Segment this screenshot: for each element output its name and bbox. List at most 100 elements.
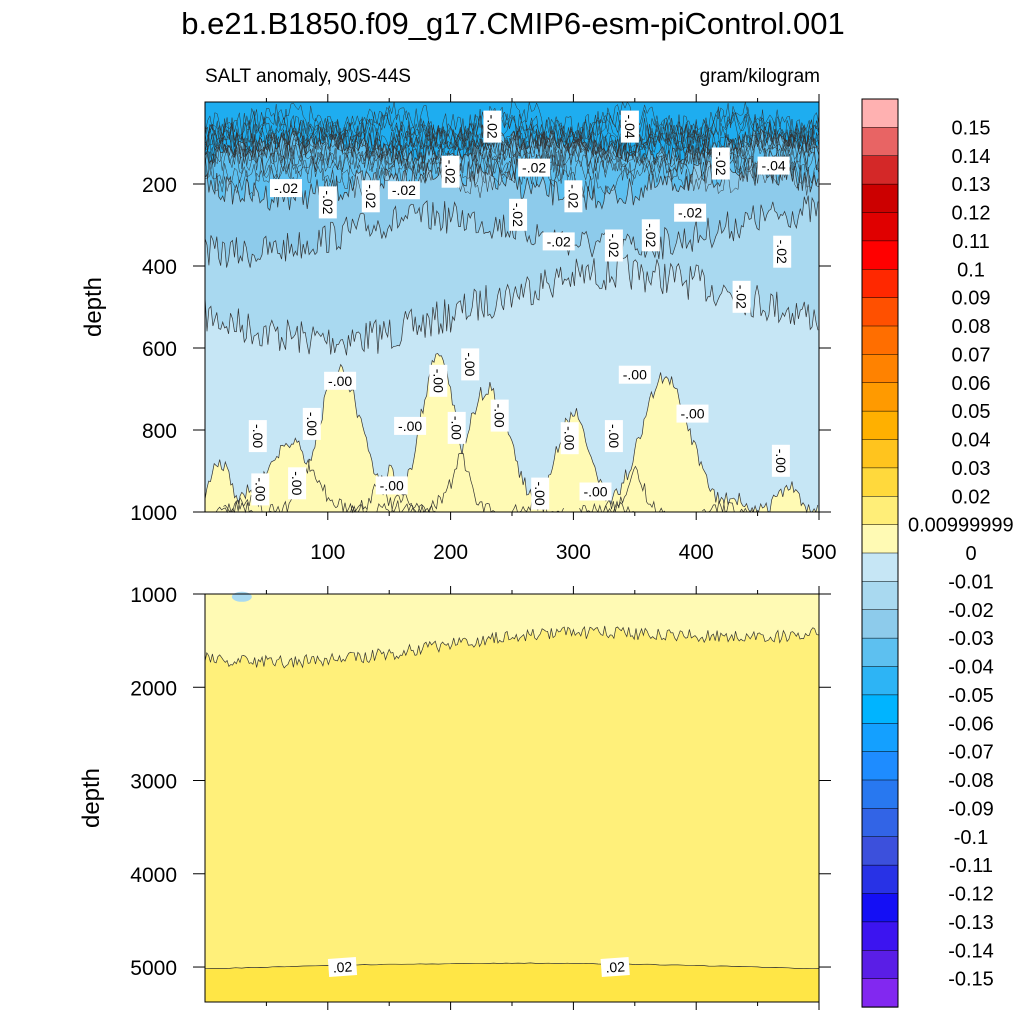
colorbar-label: 0.03 — [952, 458, 991, 480]
colorbar-cell — [861, 921, 899, 951]
contour-label: -.02 — [564, 180, 583, 213]
contour-label-bg — [604, 229, 623, 262]
contour-label: -.02 — [773, 235, 792, 268]
contour-label-text: -.02 — [713, 151, 729, 175]
colorbar-cell — [861, 581, 899, 611]
contour-label: -.02 — [318, 186, 337, 219]
upper-pos-region-3 — [263, 364, 417, 512]
colorbar-label: -0.07 — [948, 742, 994, 764]
colorbar-label: 0.14 — [952, 146, 991, 168]
colorbar-cell — [861, 950, 899, 980]
x-tick-label: 100 — [310, 541, 345, 564]
upper-panel: -.02 -.02 -.02 -.02 -.02 -.02 -.02 -.02 -.02 -.02… — [130, 94, 837, 564]
colorbar-label: -0.1 — [954, 827, 988, 849]
contour-label-text: -.00 — [430, 369, 446, 393]
y-tick-label: 1000 — [130, 584, 177, 607]
upper-pos-contour-9 — [579, 372, 751, 513]
contour-label: -.00 — [771, 444, 790, 477]
contour-label-text: -.02 — [320, 190, 336, 214]
contour-label: -.00 — [676, 404, 709, 423]
colorbar-cell — [861, 836, 899, 866]
contour-label-text: -.02 — [678, 205, 702, 221]
contour-label-text: -.02 — [643, 223, 659, 247]
upper-pos-contour-4 — [343, 464, 436, 514]
contour-label: -.00 — [560, 422, 579, 455]
contour-label-text: -.02 — [565, 184, 581, 208]
y-tick-label: 2000 — [130, 677, 177, 700]
colorbar-label: -0.05 — [948, 685, 994, 707]
contour-label: -.00 — [447, 411, 466, 444]
colorbar-label: -0.09 — [948, 798, 994, 820]
colorbar-cell — [861, 467, 899, 497]
colorbar-cell — [861, 183, 899, 214]
contour-label-bg — [483, 110, 502, 143]
contour-label-text: -.04 — [762, 158, 786, 174]
contour-label-bg — [248, 420, 267, 453]
contour-label: -.02 — [604, 229, 623, 262]
lower-top-band — [205, 594, 819, 668]
contour-label: -.02 — [361, 180, 380, 213]
contour-label: -.04 — [757, 156, 790, 175]
contour-label-text: -.02 — [510, 203, 526, 227]
contour-label: -.02 — [483, 110, 502, 143]
colorbar-cell — [861, 439, 899, 469]
contour-label-bg — [542, 232, 575, 251]
contour-label: -.02 — [674, 203, 707, 222]
upper-pos-region-10 — [702, 492, 764, 512]
contour-label: -.00 — [302, 407, 321, 440]
colorbar-cell — [861, 325, 899, 356]
contour-label-bg — [318, 186, 337, 219]
contour-label-text: -.02 — [274, 180, 298, 196]
colorbar-cell — [861, 779, 899, 810]
y-tick-label: 1000 — [130, 502, 177, 525]
contour-label-text: -.00 — [680, 406, 704, 422]
contour-label-bg — [361, 180, 380, 213]
upper-pos-region-11 — [751, 481, 818, 512]
colorbar-label: -0.13 — [948, 912, 994, 934]
colorbar-label: 0.12 — [952, 203, 991, 225]
contour-label-text: -.00 — [462, 352, 478, 376]
colorbar-cell — [861, 382, 899, 412]
contour-label-text: -.04 — [622, 115, 638, 139]
contour-label: -.02 — [732, 280, 751, 313]
colorbar-cell — [861, 410, 899, 441]
x-tick-label: 300 — [556, 541, 591, 564]
colorbar-label: -0.01 — [948, 571, 994, 593]
contour-label-text: -.00 — [398, 418, 422, 434]
contour-label: -.00 — [288, 467, 307, 500]
contour-label: -.02 — [441, 155, 460, 188]
contour-label: -.02 — [711, 147, 730, 180]
x-tick-label: 200 — [433, 541, 468, 564]
contour-label: -.02 — [509, 198, 528, 231]
upper-contour-0 — [204, 253, 819, 356]
contour-label-bg — [490, 399, 509, 432]
contour-label-bg — [676, 404, 709, 423]
lower-bg-fill — [205, 594, 819, 1002]
contour-label-bg — [375, 476, 408, 495]
lower-neg-patch — [231, 591, 252, 602]
subtitle-left: SALT anomaly, 90S-44S — [205, 66, 411, 87]
contour-label: -.00 — [375, 476, 408, 495]
contour-label-bg — [579, 482, 612, 501]
upper-pos-contour-0 — [204, 459, 257, 514]
contour-label-text: -.00 — [449, 416, 465, 440]
x-tick-label: 400 — [679, 541, 714, 564]
contour-label-text: .02 — [332, 958, 353, 975]
contour-label-bg — [327, 957, 358, 977]
contour-label: .02 — [327, 957, 358, 977]
contour-label: -.00 — [531, 477, 550, 510]
contour-label-bg — [518, 158, 551, 177]
contour-label-text: -.02 — [392, 182, 416, 198]
colorbar-label: 0.11 — [952, 231, 989, 253]
colorbar-label: -0.12 — [948, 884, 994, 906]
contour-label-text: -.02 — [734, 285, 750, 309]
contour-label-text: -.02 — [522, 160, 546, 176]
contour-label: -.00 — [461, 348, 480, 381]
upper-pos-contour-2 — [214, 437, 368, 514]
contour-label: -.00 — [251, 473, 270, 506]
contour-label-bg — [270, 179, 302, 198]
contour-label-text: -.00 — [304, 412, 320, 436]
contour-label-text: -.02 — [774, 240, 790, 264]
contour-label-text: -.02 — [547, 233, 571, 249]
